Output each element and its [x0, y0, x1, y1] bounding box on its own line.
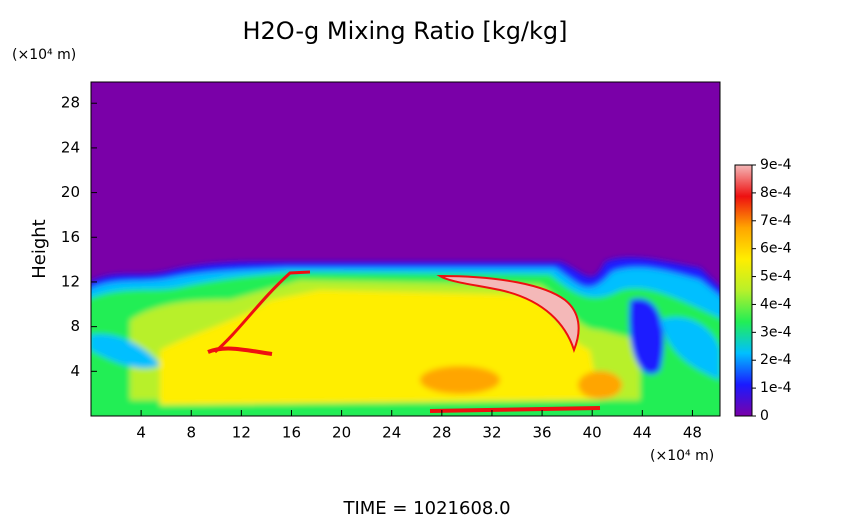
pink-crescent: [436, 274, 580, 353]
y-axis-label: Height: [29, 219, 50, 279]
time-label: TIME = 1021608.0: [342, 498, 510, 519]
x-unit: (×10⁴ m): [650, 448, 714, 464]
colorbar-tick-label: 1e-4: [760, 380, 792, 396]
x-tick-label: 32: [482, 424, 501, 442]
y-unit: (×10⁴ m): [12, 47, 76, 63]
colorbar-tick-label: 0: [760, 408, 769, 424]
red-streak: [214, 270, 311, 354]
colorbar-tick-label: 7e-4: [760, 213, 792, 229]
x-tick-label: 20: [332, 424, 351, 442]
x-tick-label: 48: [683, 424, 702, 442]
colorbar-tick-label: 8e-4: [760, 185, 792, 201]
colorbar-tick-label: 2e-4: [760, 352, 792, 368]
x-tick-label: 24: [382, 424, 401, 442]
y-tick-label: 24: [61, 138, 80, 156]
y-tick-label: 28: [61, 94, 80, 112]
field: [91, 82, 720, 416]
x-tick-label: 8: [186, 424, 196, 442]
x-tick-label: 4: [136, 424, 146, 442]
moist-layer: [91, 257, 720, 416]
chart-title: H2O-g Mixing Ratio [kg/kg]: [242, 17, 567, 45]
colorbar-tick-label: 3e-4: [760, 324, 792, 340]
y-tick-label: 12: [61, 272, 80, 290]
y-tick-label: 16: [61, 228, 80, 246]
colorbar-tick-label: 6e-4: [760, 241, 792, 257]
colorbar-tick-label: 9e-4: [760, 157, 792, 173]
plot-frame: [90, 81, 721, 417]
x-tick-label: 28: [432, 424, 451, 442]
red-streak: [207, 346, 273, 356]
x-tick-label: 12: [232, 424, 251, 442]
x-tick-label: 36: [533, 424, 552, 442]
x-tick-label: 44: [633, 424, 652, 442]
red-streak: [429, 406, 601, 413]
colorbar-tick-label: 5e-4: [760, 269, 792, 285]
x-tick-label: 40: [583, 424, 602, 442]
colorbar-tick-label: 4e-4: [760, 296, 792, 312]
y-tick-label: 4: [70, 362, 80, 380]
x-tick-label: 16: [282, 424, 301, 442]
y-tick-label: 20: [61, 183, 80, 201]
colorbar: [734, 164, 753, 417]
y-tick-label: 8: [70, 317, 80, 335]
